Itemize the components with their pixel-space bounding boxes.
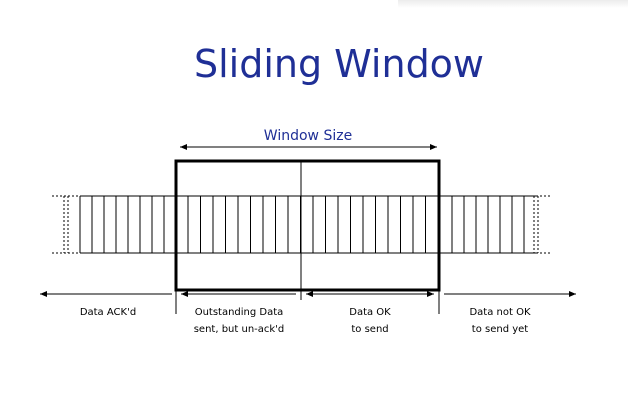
buffer-band bbox=[52, 195, 550, 254]
region-outstanding-label-1: Outstanding Data bbox=[195, 307, 284, 318]
region-not-ok-label-2: to send yet bbox=[472, 324, 529, 335]
region-not-ok-label-1: Data not OK bbox=[469, 307, 530, 318]
region-ok-label-2: to send bbox=[351, 324, 388, 335]
region-acked-label: Data ACK'd bbox=[80, 307, 136, 318]
region-outstanding-label-2: sent, but un-ack'd bbox=[194, 324, 285, 335]
page-title: Sliding Window bbox=[193, 42, 485, 86]
top-shadow bbox=[398, 0, 628, 8]
sliding-window-frame bbox=[174, 159, 441, 292]
region-ok-label-1: Data OK bbox=[349, 307, 391, 318]
window-size-label: Window Size bbox=[264, 128, 352, 144]
region-arrows bbox=[40, 290, 576, 314]
